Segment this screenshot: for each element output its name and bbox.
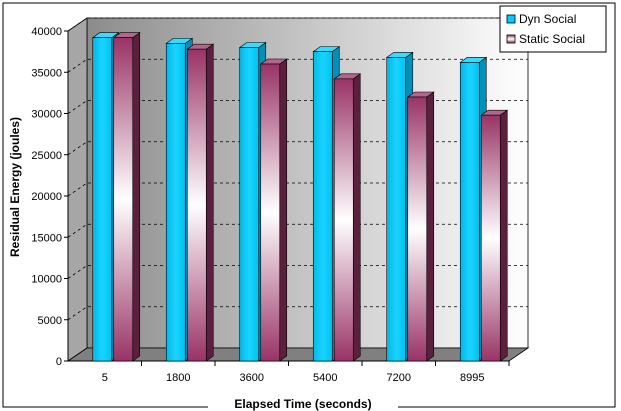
y-tick-label: 10000 [31,274,62,286]
gridline [67,306,528,321]
bar-static-social [480,114,501,362]
bar-side-static-social [426,91,435,362]
x-tick-label: 1800 [166,372,190,384]
bar-static-social [260,63,281,362]
bar-dyn-social [165,43,186,362]
y-tick-label: 25000 [31,150,62,162]
gridline [67,265,528,279]
bar-side-static-social [205,43,214,362]
plot-area: 0 5000 10000 15000 20000 25000 30000 35000 40000… [31,17,530,384]
y-tick-label: 15000 [31,232,62,244]
legend: Dyn Social Static Social [499,5,607,53]
bar-side-static-social [352,73,361,362]
legend-box [499,5,607,53]
x-axis-title: Elapsed Time (seconds) [234,397,371,411]
bar-dyn-social [239,47,260,362]
y-tick-label: 0 [56,356,62,368]
x-tick-label: 7200 [387,372,411,384]
gridline [67,17,528,32]
gridline [67,100,528,114]
y-axis-title: Residual Energy (joules) [8,117,22,257]
gridline [67,182,528,197]
gridline [67,58,528,73]
bar-dyn-social [386,57,407,362]
y-tick-label: 20000 [31,191,62,203]
x-axis-title-bg [208,395,398,411]
bar-dyn-social [312,51,333,362]
legend-swatch-dyn-social [506,14,516,24]
bar-static-social [333,78,354,362]
bar-dyn-social [92,37,113,362]
x-tick-label: 3600 [240,372,264,384]
legend-swatch-static-social [506,34,516,44]
x-tick-label: 8995 [460,372,484,384]
y-tick-label: 35000 [31,67,62,79]
legend-label-dyn-social: Dyn Social [519,12,576,26]
bar-static-social [186,48,207,362]
gridline [67,223,528,238]
y-tick-label: 40000 [31,26,62,38]
x-tick-label: 5 [102,372,108,384]
bar-static-social [407,96,428,362]
y-tick-label: 30000 [31,109,62,121]
bar-side-static-social [499,109,508,362]
bar-side-static-social [279,58,288,362]
bar-side-static-social [132,32,141,362]
legend-label-static-social: Static Social [519,32,585,46]
x-tick-label: 5400 [313,372,337,384]
gridline [67,141,528,156]
y-tick-label: 5000 [38,315,62,327]
bar-static-social [113,37,134,362]
side-wall [67,17,88,362]
bar-dyn-social [459,62,480,362]
